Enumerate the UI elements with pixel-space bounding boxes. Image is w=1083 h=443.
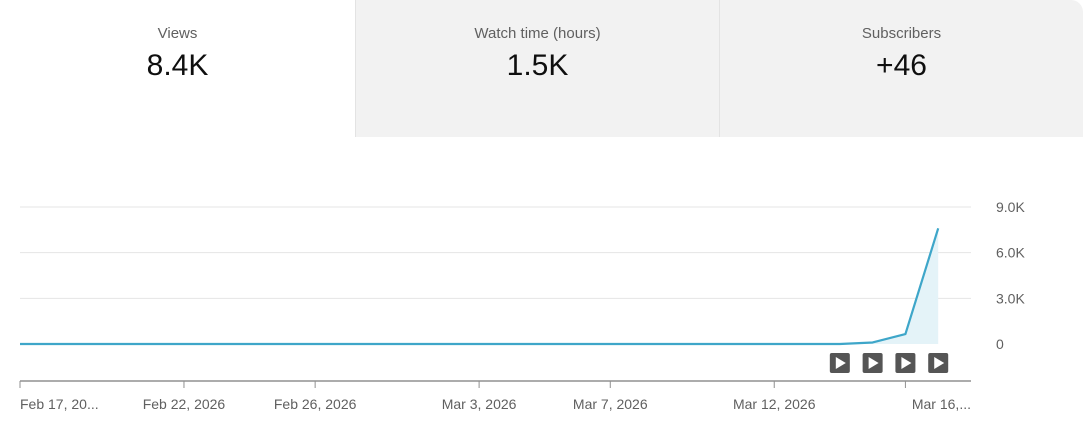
play-icon[interactable] — [895, 353, 916, 373]
y-tick-label: 6.0K — [996, 245, 1025, 261]
tab-watch-time-value: 1.5K — [506, 49, 569, 82]
metric-tabs: Views 8.4K Watch time (hours) 1.5K Subsc… — [0, 0, 1083, 137]
y-tick-label: 9.0K — [996, 199, 1025, 215]
play-icon[interactable] — [829, 353, 850, 373]
tab-subscribers-label: Subscribers — [861, 25, 942, 42]
play-icon[interactable] — [862, 353, 883, 373]
chart-points — [18, 226, 940, 346]
x-tick-label: Mar 3, 2026 — [442, 396, 517, 412]
play-icon-glyph — [835, 357, 846, 369]
tab-views-value: 8.4K — [146, 49, 209, 82]
views-chart: 9.0K 6.0K 3.0K 0 Feb 17, 20... Feb 22, 2026 F… — [0, 137, 1083, 443]
x-tick-label: Feb 26, 2026 — [274, 396, 357, 412]
tab-subscribers[interactable]: Subscribers +46 — [719, 0, 1083, 137]
play-icon-glyph — [868, 357, 879, 369]
x-tick-label: Mar 12, 2026 — [733, 396, 816, 412]
chart-area-layer — [20, 228, 939, 344]
chart-line-layer — [20, 227, 940, 346]
x-tick-label: Feb 22, 2026 — [143, 396, 226, 412]
tab-views-label: Views — [157, 25, 198, 42]
chart-grid — [20, 206, 971, 299]
play-icon-glyph — [901, 357, 912, 369]
views-area — [20, 228, 939, 344]
play-icon-glyph — [934, 357, 945, 369]
tab-watch-time-label: Watch time (hours) — [474, 25, 601, 42]
x-tick-label: Mar 16,... — [912, 396, 971, 412]
views-line — [20, 227, 940, 346]
y-axis-labels: 9.0K 6.0K 3.0K 0 — [996, 199, 1025, 352]
y-tick-label: 3.0K — [996, 290, 1025, 306]
x-tick-label: Mar 7, 2026 — [573, 396, 648, 412]
views-chart-svg: 9.0K6.0K3.0K0 Feb 17, 20... Feb 22, 2026 F… — [18, 199, 1025, 412]
play-icon[interactable] — [928, 353, 949, 373]
y-tick-label: 0 — [996, 336, 1004, 352]
x-tick-label: Feb 17, 20... — [20, 396, 99, 412]
video-markers — [829, 353, 949, 373]
tab-views[interactable]: Views 8.4K — [0, 0, 355, 137]
tab-subscribers-value: +46 — [876, 49, 927, 82]
x-axis: Feb 17, 20... Feb 22, 2026 Feb 26, 2026 Mar… — [19, 380, 971, 412]
tab-watch-time[interactable]: Watch time (hours) 1.5K — [355, 0, 719, 137]
